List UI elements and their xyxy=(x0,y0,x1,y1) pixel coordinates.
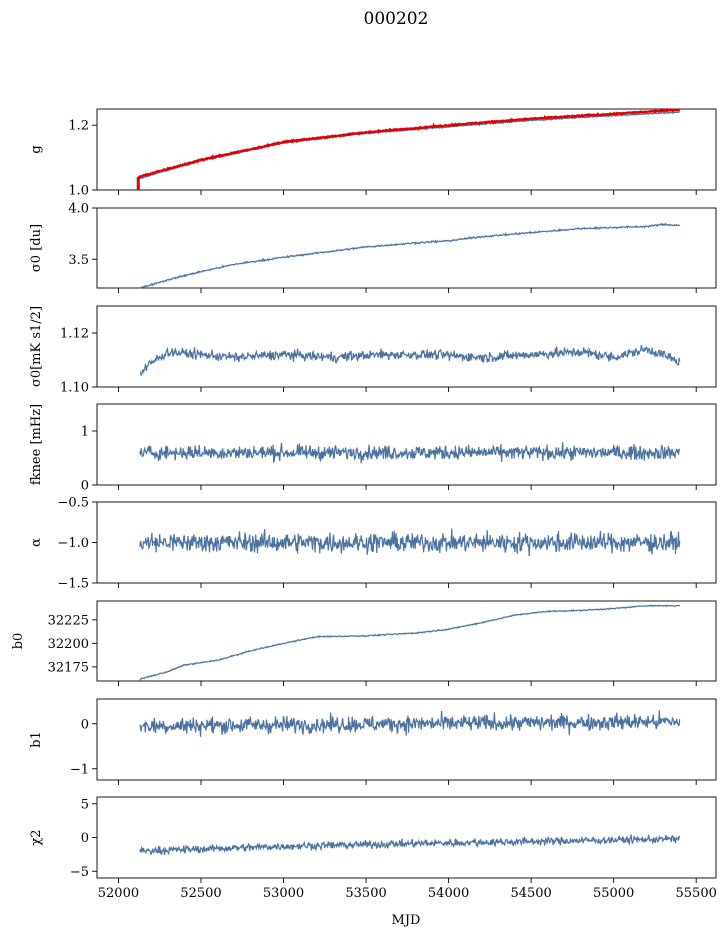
panel-8: −5 0 5 52000 52500 53000 53500 54000 54500 55000 5… xyxy=(29,796,717,901)
y-tick-label: 32200 xyxy=(48,637,89,652)
y-tick-label: −1.5 xyxy=(57,577,89,592)
y-tick-label: 4.0 xyxy=(68,202,89,217)
series-line xyxy=(137,111,680,180)
y-tick-label: −0.5 xyxy=(57,496,89,511)
x-axis-label: MJD xyxy=(392,913,421,928)
panels-group: 1.0 1.2 g 3.5 4.0 σ0 [du] 1.10 1.12 σ0[mK s1/2] 0… xyxy=(11,107,717,901)
y-tick-label: −1.0 xyxy=(57,536,89,551)
y-axis-label: b0 xyxy=(11,633,26,650)
x-tick-label: 52500 xyxy=(180,886,221,901)
y-tick-label: 32225 xyxy=(48,613,89,628)
y-tick-label: 3.5 xyxy=(68,253,89,268)
panel-frame xyxy=(96,108,717,191)
y-tick-label: 1.12 xyxy=(60,327,89,342)
x-tick-label: 55500 xyxy=(676,886,717,901)
y-axis-label: g xyxy=(29,145,44,153)
panel-frame xyxy=(96,207,717,289)
panel-frame xyxy=(96,698,717,781)
panel-1: 1.0 1.2 g xyxy=(29,107,717,199)
panel-frame xyxy=(96,403,717,486)
panel-2: 3.5 4.0 σ0 [du] xyxy=(29,202,717,293)
x-tick-label: 55000 xyxy=(593,886,634,901)
series-line xyxy=(139,222,681,289)
series-line xyxy=(139,345,681,376)
y-axis-label: b1 xyxy=(29,731,44,748)
y-tick-label: 5 xyxy=(81,797,89,812)
y-axis-label: σ0[mK s1/2] xyxy=(29,306,44,387)
panel-frame xyxy=(96,600,717,682)
panel-frame xyxy=(96,305,717,388)
panel-6: 32175 32200 32225 b0 xyxy=(11,600,717,686)
panel-4: 0 1 fknee [mHz] xyxy=(29,403,717,494)
y-tick-label: 0 xyxy=(81,831,89,846)
x-tick-label: 54000 xyxy=(428,886,469,901)
figure-title: 000202 xyxy=(364,9,429,29)
series-line xyxy=(139,710,681,737)
y-axis-label: χ2 xyxy=(29,829,44,845)
series-line xyxy=(139,833,681,856)
series-line xyxy=(137,107,681,179)
y-tick-label: 1.0 xyxy=(68,184,89,199)
y-tick-label: 1.10 xyxy=(60,381,89,396)
x-tick-label: 52000 xyxy=(98,886,139,901)
y-tick-label: 32175 xyxy=(48,660,89,675)
y-tick-label: −1 xyxy=(70,762,89,777)
y-tick-label: 0 xyxy=(81,479,89,494)
panel-7: −1 0 b1 xyxy=(29,698,717,785)
y-axis-label: α xyxy=(29,538,44,547)
x-tick-label: 54500 xyxy=(510,886,551,901)
x-tick-label: 53000 xyxy=(263,886,304,901)
series-line xyxy=(139,442,681,464)
y-tick-label: −5 xyxy=(70,865,89,880)
series-line xyxy=(139,604,681,681)
y-tick-label: 0 xyxy=(81,717,89,732)
x-tick-label: 53500 xyxy=(345,886,386,901)
panel-3: 1.10 1.12 σ0[mK s1/2] xyxy=(29,305,717,396)
y-tick-label: 1.2 xyxy=(68,119,89,134)
panel-5: −1.5 −1.0 −0.5 α xyxy=(29,496,717,592)
y-axis-label: σ0 [du] xyxy=(29,224,44,272)
series-line xyxy=(139,528,681,557)
y-axis-label: fknee [mHz] xyxy=(29,404,44,485)
y-tick-label: 1 xyxy=(81,425,89,440)
